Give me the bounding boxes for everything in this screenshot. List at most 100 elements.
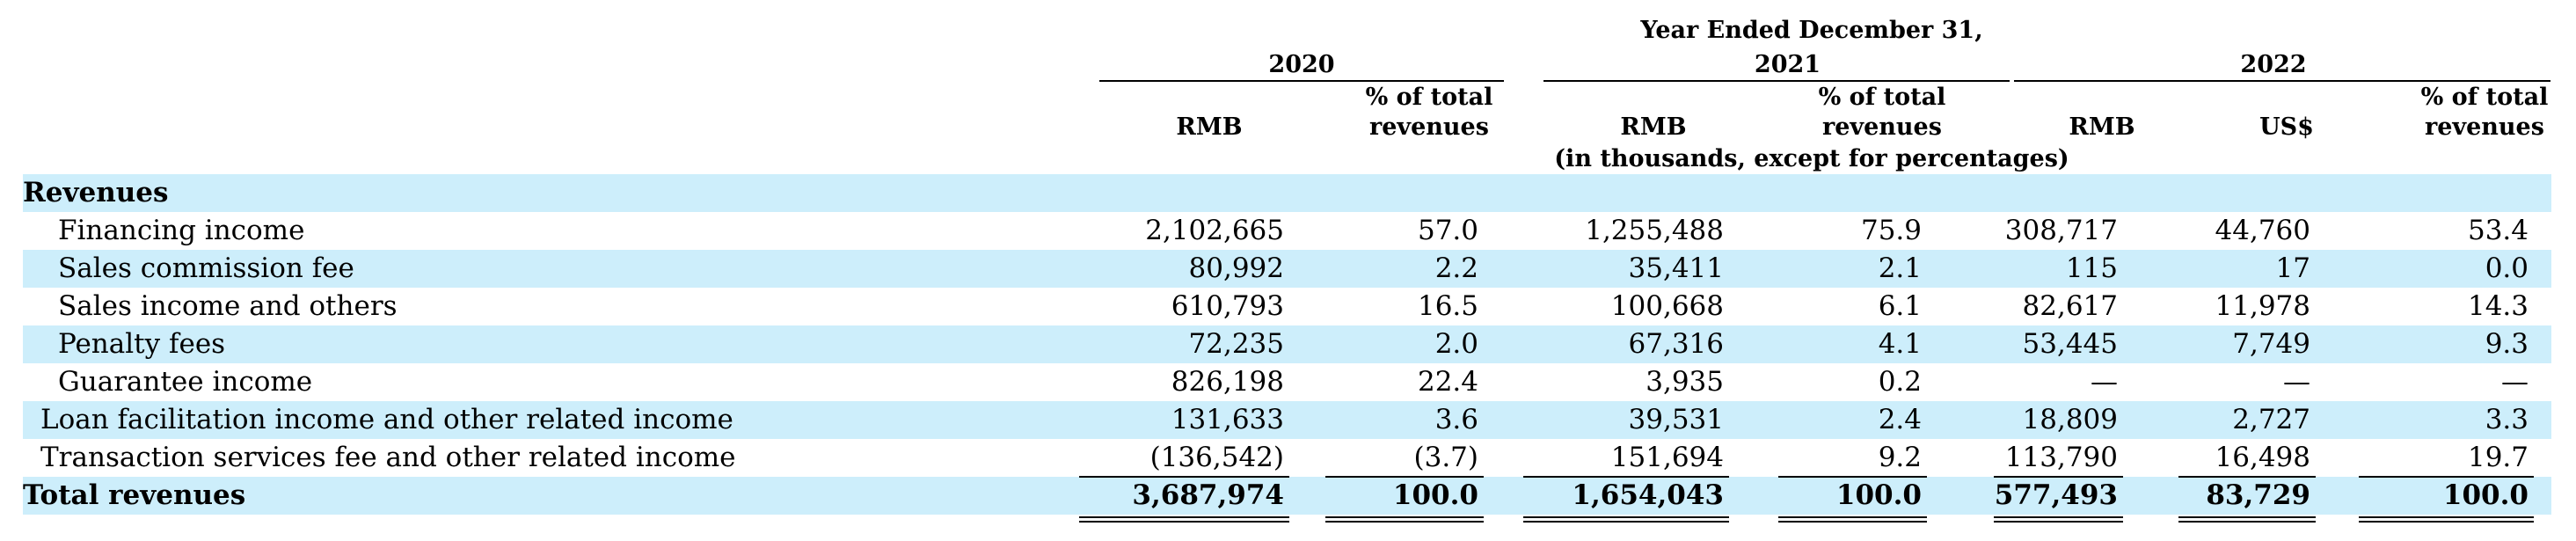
cell-value	[1324, 174, 1478, 212]
cell-value: 80,992	[1188, 252, 1284, 284]
table-row: Financing income 2,102,665 57.0 1,255,488 75…	[23, 212, 2551, 250]
col-2022-pct-line1: % of total	[2420, 84, 2549, 111]
cell-value: 22.4	[1417, 366, 1478, 398]
cell-value: 2.2	[1434, 252, 1478, 284]
cell-value: 113,790	[2004, 442, 2118, 473]
cell-value: 4.1	[1878, 328, 1922, 360]
cell-value: 53,445	[2022, 328, 2118, 360]
cell-value	[1992, 174, 2118, 212]
cell-value: 100,668	[1610, 290, 1724, 322]
cell-value: 9.2	[1878, 442, 1922, 473]
total-row: Total revenues 3,687,974 100.0 1,654,043 100…	[23, 477, 2551, 515]
cell-value: 18,809	[2022, 404, 2118, 435]
cell-value: 3.3	[2485, 404, 2529, 435]
cell-value: 82,617	[2022, 290, 2118, 322]
cell-value: 83,729	[2206, 479, 2310, 511]
col-2020-pct-line1: % of total	[1365, 84, 1493, 111]
cell-value: (3.7)	[1413, 442, 1479, 473]
row-label: Financing income	[58, 215, 305, 246]
table-row: Sales income and others 610,793 16.5 100,66…	[23, 288, 2551, 325]
table-row: Sales commission fee 80,992 2.2 35,411 2.1 11…	[23, 250, 2551, 288]
cell-value: 19.7	[2467, 442, 2529, 473]
cell-value: 75.9	[1860, 215, 1922, 246]
table-row: Penalty fees 72,235 2.0 67,316 4.1 53,445 7,74…	[23, 325, 2551, 363]
cell-value: 0.2	[1878, 366, 1922, 398]
cell-value: 11,978	[2215, 290, 2310, 322]
col-2020-pct-line2: revenues	[1369, 113, 1489, 141]
cell-value	[1077, 174, 1284, 212]
cell-value: 7,749	[2232, 328, 2310, 360]
cell-value: 826,198	[1171, 366, 1284, 398]
cell-value: 2,727	[2232, 404, 2310, 435]
cell-value: 35,411	[1628, 252, 1724, 284]
row-label: Guarantee income	[58, 366, 313, 398]
cell-value: 3.6	[1434, 404, 1478, 435]
cell-value: 16.5	[1417, 290, 1478, 322]
cell-value: 2.0	[1434, 328, 1478, 360]
cell-value: 1,654,043	[1572, 479, 1724, 511]
total-top-rule	[1523, 476, 1729, 478]
col-2021-rmb: RMB	[1620, 113, 1687, 141]
row-label: Loan facilitation income and other relat…	[40, 404, 733, 435]
row-label: Penalty fees	[58, 328, 226, 360]
table-row: Loan facilitation income and other relat…	[23, 401, 2551, 439]
cell-value	[1777, 174, 1922, 212]
cell-value	[2357, 174, 2529, 212]
cell-value: 2.4	[1878, 404, 1922, 435]
total-top-rule	[2359, 476, 2534, 478]
cell-value: 72,235	[1188, 328, 1284, 360]
cell-value: 3,687,974	[1132, 479, 1284, 511]
total-double-rule	[1523, 516, 1729, 523]
cell-value: 14.3	[2467, 290, 2529, 322]
total-top-rule	[1325, 476, 1484, 478]
total-top-rule	[1079, 476, 1289, 478]
year-2022-rule	[2014, 80, 2550, 82]
cell-value: 100.0	[1835, 479, 1922, 511]
total-double-rule	[1994, 516, 2123, 523]
year-2020-heading: 2020	[1268, 51, 1335, 78]
period-heading: Year Ended December 31,	[1640, 17, 1983, 44]
row-label: Total revenues	[23, 479, 246, 511]
cell-value: (136,542)	[1149, 442, 1284, 473]
cell-value: 308,717	[2004, 215, 2118, 246]
col-2022-usd: US$	[2259, 113, 2314, 141]
cell-value: 1,255,488	[1585, 215, 1724, 246]
cell-value: 39,531	[1628, 404, 1724, 435]
col-2020-rmb: RMB	[1176, 113, 1243, 141]
total-top-rule	[2178, 476, 2316, 478]
cell-value: 610,793	[1171, 290, 1284, 322]
table-row: Guarantee income 826,198 22.4 3,935 0.2 — — —	[23, 363, 2551, 401]
total-double-rule	[1325, 516, 1484, 523]
section-header-row: Revenues	[23, 174, 2551, 212]
cell-value: 17	[2275, 252, 2310, 284]
total-double-rule	[1079, 516, 1289, 523]
cell-value: 2,102,665	[1145, 215, 1284, 246]
total-double-rule	[2178, 516, 2316, 523]
total-top-rule	[1994, 476, 2123, 478]
cell-value: 3,935	[1646, 366, 1724, 398]
cell-value: 100.0	[2442, 479, 2529, 511]
col-2021-pct-line1: % of total	[1818, 84, 1946, 111]
year-2020-rule	[1099, 80, 1504, 82]
cell-value: 16,498	[2215, 442, 2310, 473]
cell-value: —	[2091, 366, 2118, 398]
row-label: Sales commission fee	[58, 252, 354, 284]
cell-value: 67,316	[1628, 328, 1724, 360]
cell-value: 6.1	[1878, 290, 1922, 322]
col-2021-pct-line2: revenues	[1822, 113, 1942, 141]
col-2022-rmb: RMB	[2069, 113, 2135, 141]
row-label: Revenues	[23, 177, 169, 208]
cell-value: 0.0	[2485, 252, 2529, 284]
total-top-rule	[1778, 476, 1927, 478]
cell-value: 44,760	[2215, 215, 2310, 246]
cell-value: 53.4	[2467, 215, 2529, 246]
col-2022-pct-line2: revenues	[2425, 113, 2544, 141]
row-label: Sales income and others	[58, 290, 398, 322]
units-note: (in thousands, except for percentages)	[1554, 145, 2069, 172]
cell-value: 100.0	[1392, 479, 1478, 511]
cell-value: 131,633	[1171, 404, 1284, 435]
cell-value	[2177, 174, 2310, 212]
cell-value: —	[2283, 366, 2310, 398]
cell-value: 577,493	[1994, 479, 2118, 511]
